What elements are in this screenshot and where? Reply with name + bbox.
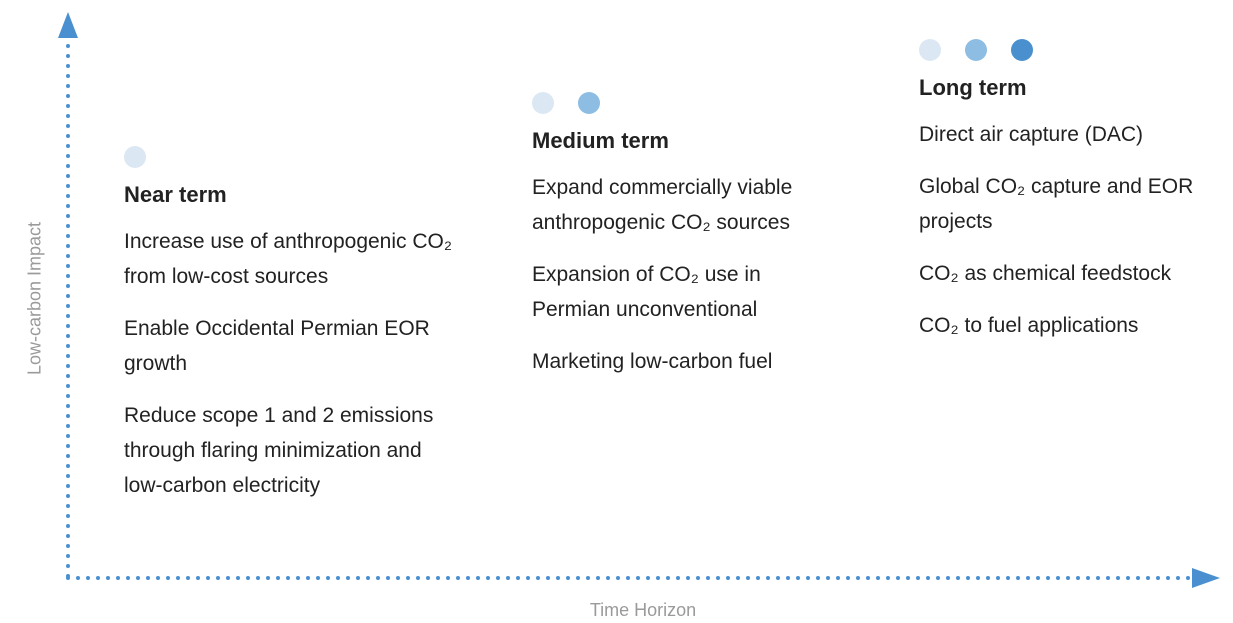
column: Long term Direct air capture (DAC) Global … [919,39,1219,360]
dot [965,39,987,61]
y-axis-label: Low-carbon Impact [24,221,45,376]
column-item: Enable Occidental Permian EOR growth [124,317,430,375]
column-item: Direct air capture (DAC) [919,123,1144,146]
column-item: Marketing low-carbon fuel [532,350,773,373]
dot [124,146,146,168]
column-title: Near term [124,182,227,207]
column-title: Long term [919,75,1027,100]
dot [919,39,941,61]
column-item: Expansion of CO₂ use in Permian unconven… [532,263,761,321]
column-item: CO₂ to fuel applications [919,314,1139,337]
y-arrow [58,12,78,38]
column-item: Reduce scope 1 and 2 emissions through f… [124,404,434,497]
column-title: Medium term [532,128,669,153]
column-item: CO₂ as chemical feedstock [919,262,1172,285]
x-arrow [1192,568,1220,588]
column-item: Expand commercially viable anthropogenic… [532,176,793,234]
column: Medium term Expand commercially viable an… [532,92,832,396]
dot [578,92,600,114]
dot [1011,39,1033,61]
x-axis-label: Time Horizon [589,600,697,620]
column: Near term Increase use of anthropogenic C… [124,146,454,520]
column-item: Global CO₂ capture and EOR projects [919,175,1194,233]
column-item: Increase use of anthropogenic CO₂ from l… [124,230,453,288]
dot [532,92,554,114]
